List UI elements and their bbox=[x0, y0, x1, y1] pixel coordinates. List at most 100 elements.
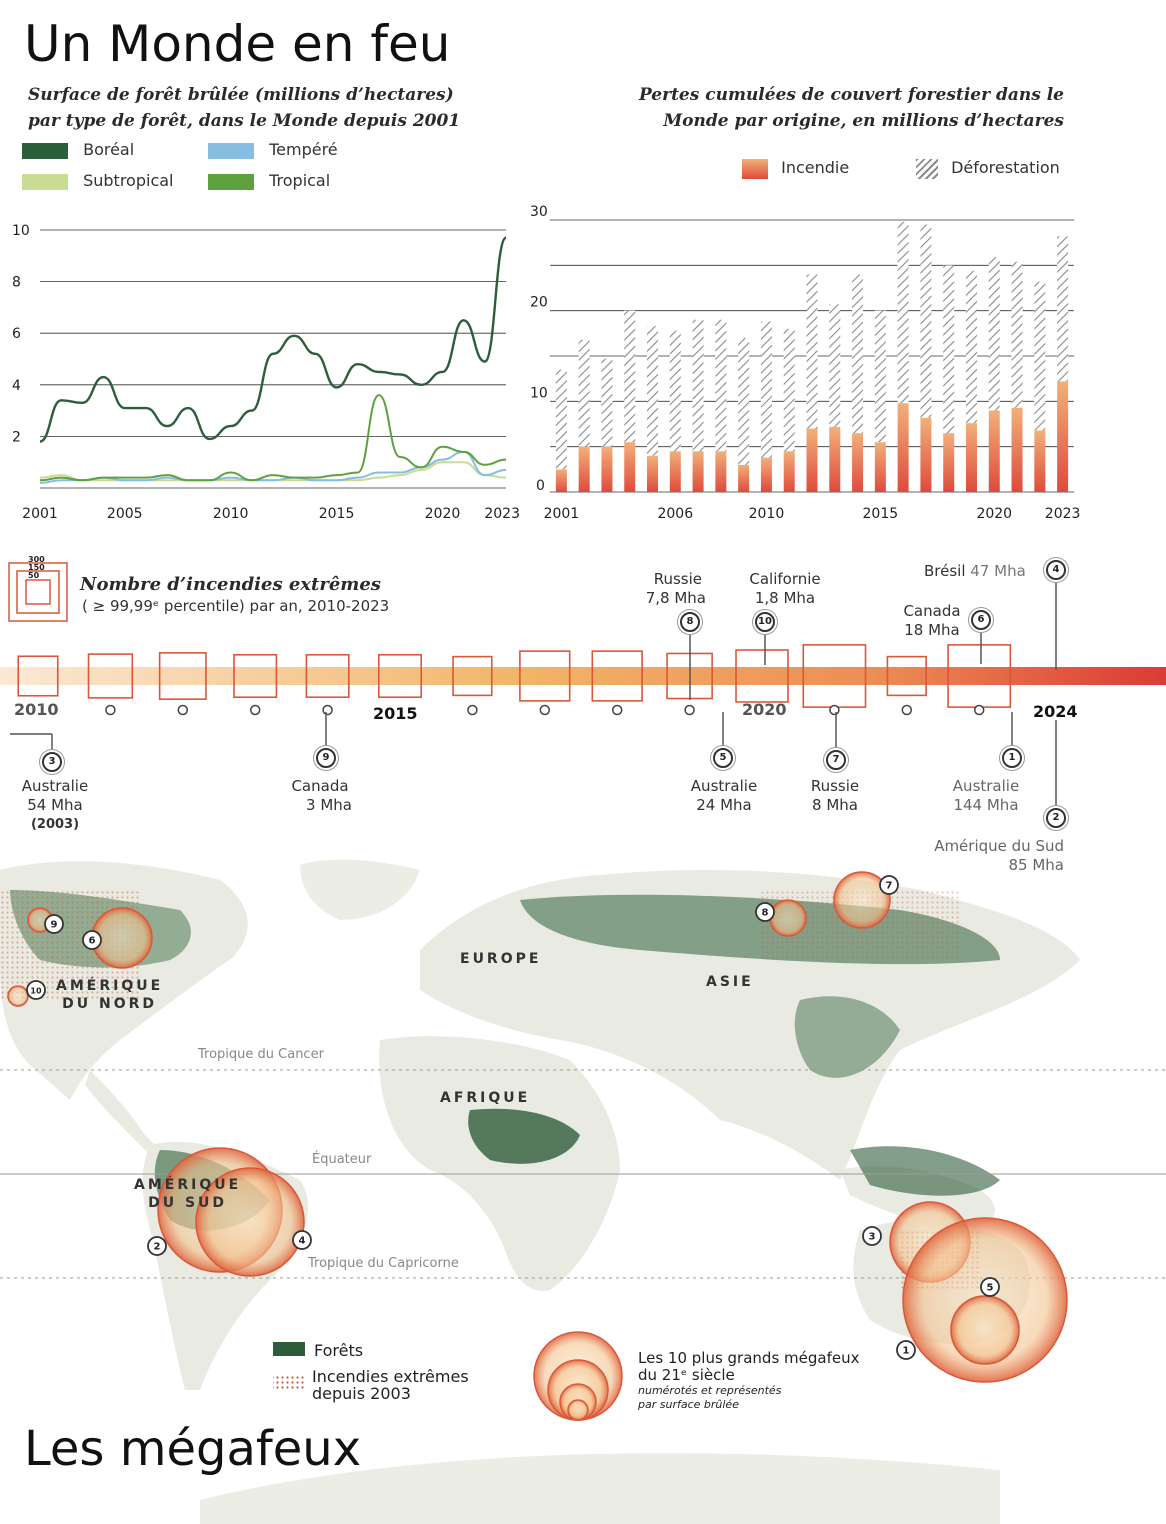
legend-item-tropical: Tropical bbox=[208, 171, 388, 190]
event-name: Amérique du Sud bbox=[934, 837, 1064, 855]
event-area: 8 Mha bbox=[812, 796, 858, 814]
bar-deforestation bbox=[829, 304, 841, 427]
timeline-year-2024: 2024 bbox=[1033, 702, 1078, 721]
timeline-dots bbox=[105, 704, 985, 716]
bar-deforestation bbox=[1057, 236, 1069, 382]
bar-deforestation bbox=[943, 265, 955, 434]
timeline-year-dot bbox=[467, 704, 478, 716]
bar-fire bbox=[647, 455, 659, 492]
legend-item-deforestation: Déforestation bbox=[916, 158, 1060, 179]
megafire-badge bbox=[879, 875, 899, 895]
line-series-Boréal bbox=[39, 236, 508, 443]
bar-chart-x-tick: 2015 bbox=[863, 506, 899, 522]
bar-chart-y-tick: 20 bbox=[530, 295, 548, 311]
line-chart-x-tick: 2020 bbox=[425, 506, 461, 522]
event-badge-5: 5 bbox=[713, 748, 733, 768]
forest-east-asia bbox=[794, 996, 900, 1078]
timeline-square bbox=[17, 655, 59, 697]
event-badge-1: 1 bbox=[1002, 748, 1022, 768]
timeline-square bbox=[377, 653, 423, 699]
megafire-badge bbox=[292, 1230, 312, 1250]
bar-chart-subtitle-line2: Monde par origine, en millions d’hectare… bbox=[663, 111, 1064, 131]
event-label-4: Brésil 47 Mha bbox=[924, 562, 1040, 581]
line-chart-y-tick: 10 bbox=[12, 223, 30, 239]
event-name: Australie bbox=[21, 777, 89, 795]
bar-deforestation bbox=[624, 310, 636, 443]
timeline-svg bbox=[0, 580, 1166, 808]
megafire-10 bbox=[7, 985, 29, 1007]
bar-deforestation bbox=[988, 257, 1000, 411]
bar-deforestation bbox=[647, 326, 659, 456]
megafire-5 bbox=[950, 1295, 1020, 1365]
size-scale-icon bbox=[8, 562, 68, 622]
continent-label: AMÉRIQUE bbox=[134, 1177, 242, 1193]
line-chart-x-tick: 2005 bbox=[107, 506, 143, 522]
megafire-badge bbox=[82, 930, 102, 950]
label-tropic-capricorn: Tropique du Capricorne bbox=[308, 1256, 459, 1271]
legend-fires-label: Incendies extrêmes depuis 2003 bbox=[312, 1368, 469, 1402]
megafire-badge bbox=[26, 980, 46, 1000]
timeline-square bbox=[452, 655, 493, 697]
event-area: 85 Mha bbox=[1008, 856, 1065, 874]
bar-deforestation bbox=[897, 221, 909, 404]
megafire-badge-number: 2 bbox=[154, 1242, 161, 1253]
legend-label: Boréal bbox=[83, 140, 135, 159]
legend-label: Tempéré bbox=[269, 140, 338, 159]
landmass-central-america bbox=[85, 1070, 160, 1155]
legend-label: Déforestation bbox=[951, 158, 1060, 177]
timeline-connectors bbox=[10, 580, 1057, 808]
event-badge-4: 4 bbox=[1046, 560, 1066, 580]
legend-swatch bbox=[22, 173, 68, 190]
bar-chart-y-tick: 0 bbox=[536, 478, 545, 494]
timeline-year-dot bbox=[539, 704, 551, 716]
event-area: 18 Mha bbox=[904, 621, 960, 639]
megafire-badge bbox=[44, 914, 64, 934]
bar-chart-x-tick: 2020 bbox=[976, 506, 1012, 522]
legend-item-tempere: Tempéré bbox=[208, 140, 388, 159]
timeline-square bbox=[305, 653, 350, 699]
megafire-badge-number: 8 bbox=[762, 908, 769, 919]
timeline-year-dot bbox=[249, 704, 261, 716]
megafire-7 bbox=[833, 871, 891, 929]
bar-deforestation bbox=[852, 274, 864, 434]
megafire-badge-number: 7 bbox=[886, 881, 893, 892]
timeline-legend-subtitle: ( ≥ 99,99ᵉ percentile) par an, 2010-2023 bbox=[82, 597, 390, 615]
bar-deforestation bbox=[692, 319, 704, 452]
bar-fire bbox=[874, 442, 886, 492]
megafire-badge bbox=[147, 1236, 167, 1256]
event-badge-3: 3 bbox=[42, 752, 62, 772]
event-badge-8: 8 bbox=[680, 612, 700, 632]
bar-fire bbox=[783, 451, 795, 492]
event-area: 7,8 Mha bbox=[645, 589, 706, 607]
line-chart-y-tick: 4 bbox=[12, 378, 21, 394]
legend-swatch bbox=[208, 142, 254, 159]
bar-fire bbox=[760, 457, 772, 492]
timeline-squares bbox=[17, 644, 1012, 708]
timeline-year-dot bbox=[611, 704, 623, 716]
bar-deforestation bbox=[965, 270, 977, 424]
event-label-8: Russie 7,8 Mha bbox=[636, 570, 726, 608]
bar-fire bbox=[943, 433, 955, 492]
legend-forests-label: Forêts bbox=[314, 1341, 364, 1360]
event-badge-9: 9 bbox=[316, 748, 336, 768]
line-chart-y-tick: 8 bbox=[12, 275, 21, 291]
timeline-year-2010: 2010 bbox=[14, 700, 59, 719]
timeline-bar bbox=[0, 667, 1166, 685]
legend-mega-note: par surface brûlée bbox=[638, 1398, 739, 1411]
bar-fire bbox=[555, 469, 567, 492]
megafire-badge-number: 3 bbox=[869, 1232, 876, 1243]
bar-deforestation bbox=[1011, 261, 1023, 408]
timeline-year-dot bbox=[105, 704, 116, 716]
bottom-title: Les mégafeux bbox=[24, 1421, 362, 1477]
legend-megafires: Les 10 plus grands mégafeux du 21ᵉ siècl… bbox=[638, 1350, 859, 1412]
event-badge-7: 7 bbox=[826, 750, 846, 770]
legend-label: Tropical bbox=[269, 171, 331, 190]
bar-fire bbox=[1011, 407, 1023, 492]
landmass-greenland bbox=[300, 859, 420, 920]
bar-fire bbox=[920, 417, 932, 492]
megafire-badge-number: 5 bbox=[987, 1283, 994, 1294]
event-area: 144 Mha bbox=[953, 796, 1019, 814]
bar-fire bbox=[624, 442, 636, 492]
megafire-legend-icon bbox=[533, 1331, 623, 1421]
